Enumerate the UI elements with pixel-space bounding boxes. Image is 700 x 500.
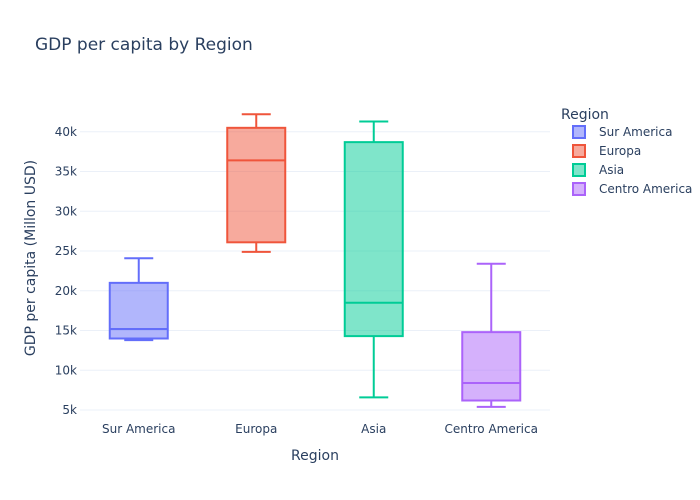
legend-label: Centro America: [599, 182, 692, 196]
iqr-box: [226, 126, 287, 244]
iqr-box: [343, 141, 404, 338]
x-axis-label: Region: [291, 448, 339, 464]
y-tick-label: 25k: [55, 244, 77, 258]
chart-title: GDP per capita by Region: [35, 35, 253, 55]
legend-item: Sur America: [572, 125, 672, 139]
x-tick-label: Centro America: [445, 422, 538, 436]
legend-swatch: [572, 163, 586, 177]
box-asia: [343, 120, 404, 399]
y-tick-label: 35k: [55, 165, 77, 179]
legend-swatch: [572, 182, 586, 196]
box-series: [108, 113, 522, 408]
legend-label: Asia: [599, 163, 624, 177]
box-sur-america: [108, 257, 169, 342]
legend-swatch: [572, 125, 586, 139]
y-tick-label: 40k: [55, 125, 77, 139]
box-centro-america: [461, 262, 522, 408]
x-tick-label: Europa: [235, 422, 277, 436]
box-europa: [226, 113, 287, 253]
legend-item: Europa: [572, 144, 641, 158]
y-axis-label: GDP per capita (Millon USD): [23, 160, 39, 356]
y-tick-label: 20k: [55, 284, 77, 298]
y-tick-label: 15k: [55, 324, 77, 338]
legend-item: Asia: [572, 163, 624, 177]
y-tick-label: 30k: [55, 204, 77, 218]
legend: Region Sur America Europa Asia Centro Ameri…: [561, 107, 692, 196]
legend-swatch: [572, 144, 586, 158]
y-axis-ticks: 5k 10k 15k 20k 25k 30k 35k 40k: [55, 125, 77, 417]
y-tick-label: 10k: [55, 363, 77, 377]
iqr-box: [108, 281, 169, 340]
legend-title: Region: [561, 107, 609, 123]
legend-label: Sur America: [599, 125, 672, 139]
legend-item: Centro America: [572, 182, 692, 196]
y-tick-label: 5k: [62, 403, 77, 417]
iqr-box: [461, 331, 522, 402]
legend-label: Europa: [599, 144, 641, 158]
x-tick-label: Sur America: [102, 422, 175, 436]
x-axis-ticks: Sur America Europa Asia Centro America: [102, 422, 538, 436]
x-tick-label: Asia: [361, 422, 386, 436]
